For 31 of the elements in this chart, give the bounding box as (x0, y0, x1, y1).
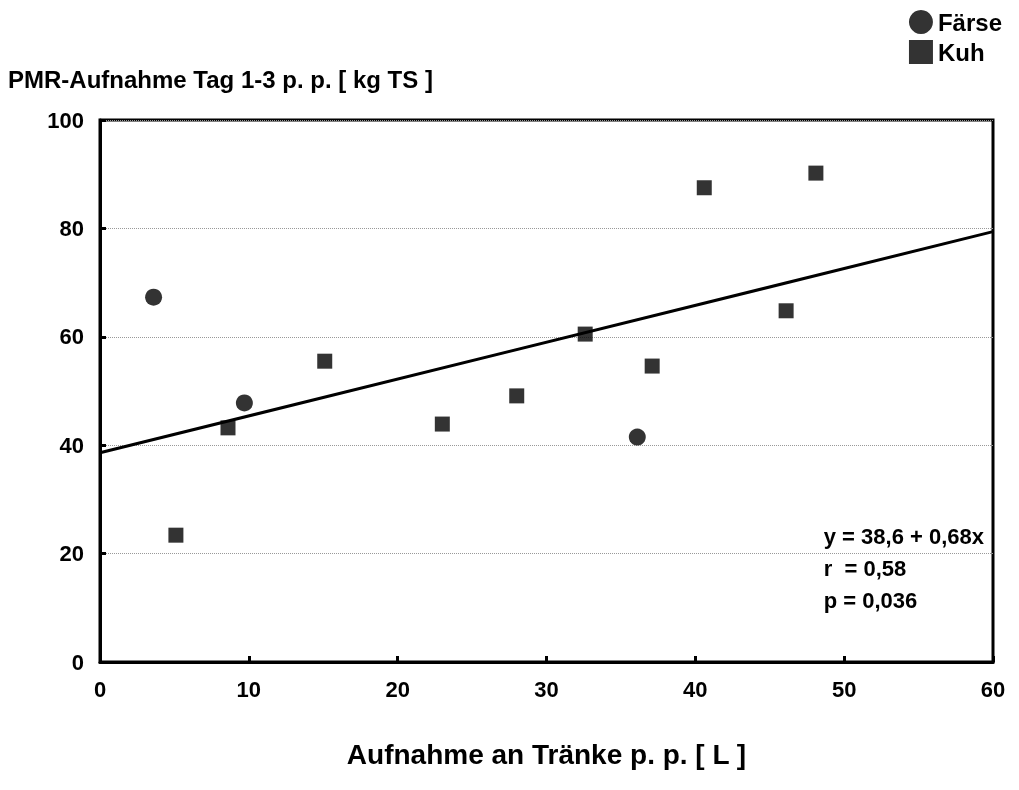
y-tick-label: 0 (71, 649, 84, 675)
x-tick-label: 40 (683, 676, 708, 702)
y-tick-label: 100 (47, 107, 84, 133)
x-tick-label: 10 (236, 676, 262, 702)
point (145, 288, 163, 306)
legend-label: Färse (937, 8, 1002, 36)
x-tick-label: 30 (534, 676, 559, 702)
y-tick-label: 20 (59, 541, 84, 567)
legend-label: Kuh (937, 38, 985, 66)
point (509, 388, 525, 404)
x-tick-label: 20 (385, 676, 410, 702)
point (168, 527, 184, 543)
y-tick-label: 80 (59, 215, 84, 241)
x-tick-label: 60 (980, 676, 1006, 702)
annotation: p = 0,036 (823, 587, 918, 613)
x-tick-label: 50 (831, 676, 857, 702)
x-axis-title: Aufnahme an Tränke p. p. [ L ] (346, 738, 747, 770)
point (317, 353, 333, 369)
y-tick-label: 60 (59, 324, 84, 350)
annotation: r = 0,58 (823, 555, 907, 581)
x-tick-label: 0 (93, 676, 107, 702)
point (628, 428, 646, 446)
point (808, 165, 824, 181)
y-tick-label: 40 (59, 432, 84, 458)
point (778, 303, 794, 319)
point (434, 416, 450, 432)
annotation: y = 38,6 + 0,68x (823, 523, 985, 549)
point (644, 358, 660, 374)
point (235, 394, 253, 412)
point (696, 180, 712, 196)
y-axis-title: PMR-Aufnahme Tag 1-3 p. p. [ kg TS ] (8, 65, 433, 93)
